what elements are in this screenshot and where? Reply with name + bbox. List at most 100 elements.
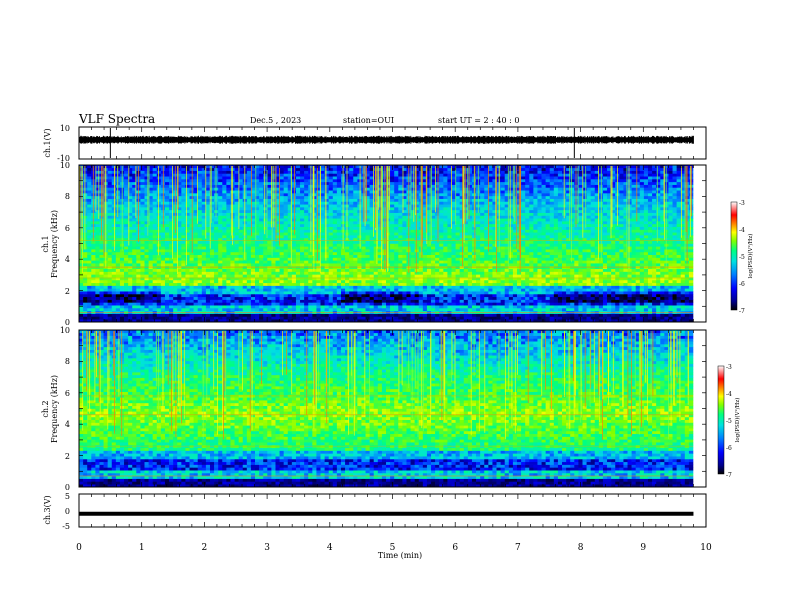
spectrogram-cell bbox=[521, 271, 526, 275]
ch1-spectrogram-panel: 0 2 4 6 8 10 ch.1 Frequency (kHz) bbox=[41, 161, 707, 327]
spectrogram-cell bbox=[267, 265, 272, 270]
spectrogram-cell bbox=[451, 313, 456, 317]
spectrogram-cell bbox=[619, 279, 624, 284]
spectrogram-cell bbox=[185, 319, 190, 323]
spectrogram-cell bbox=[222, 299, 227, 303]
spectrogram-cell bbox=[349, 291, 354, 295]
spectrogram-cell bbox=[480, 299, 485, 303]
spectrogram-cell bbox=[394, 243, 399, 247]
spectrogram-cell bbox=[672, 319, 677, 323]
spectrogram-cell bbox=[128, 249, 133, 253]
spectrogram-cell bbox=[279, 257, 284, 261]
spectrogram-cell bbox=[255, 229, 260, 233]
spectrogram-cell bbox=[566, 302, 571, 306]
spectrogram-cell bbox=[635, 299, 641, 303]
spectrogram-cell bbox=[619, 277, 624, 281]
spectrogram-cell bbox=[189, 279, 194, 284]
spectrogram-cell bbox=[426, 271, 432, 275]
spectrogram-cell bbox=[279, 307, 284, 312]
spectrogram-cell bbox=[566, 249, 571, 253]
spectrogram-cell bbox=[222, 237, 227, 241]
spectrogram-cell bbox=[488, 251, 493, 256]
spectrogram-cell bbox=[422, 263, 428, 267]
spectrogram-cell bbox=[336, 268, 342, 272]
spectrogram-cell bbox=[672, 277, 677, 281]
spectrogram-cell bbox=[398, 305, 403, 309]
spectrogram-cell bbox=[467, 316, 473, 320]
spectrogram-cell bbox=[521, 254, 526, 258]
spectrogram-cell bbox=[83, 296, 88, 300]
spectrogram-cell bbox=[234, 302, 239, 306]
spectrogram-cell bbox=[365, 232, 370, 236]
spectrogram-cell bbox=[455, 240, 460, 244]
spectrogram-cell bbox=[668, 299, 673, 303]
spectrogram-cell bbox=[570, 271, 575, 275]
spectrogram-cell bbox=[586, 240, 591, 244]
spectrogram-cell bbox=[140, 268, 145, 272]
spectrogram-cell bbox=[201, 319, 207, 323]
spectrogram-cell bbox=[345, 319, 350, 323]
spectrogram-cell bbox=[570, 251, 575, 256]
spectrogram-cell bbox=[115, 268, 121, 272]
spectrogram-cell bbox=[418, 277, 424, 281]
spectrogram-cell bbox=[562, 307, 567, 312]
spectrogram-cell bbox=[128, 307, 133, 312]
spectrogram-cell bbox=[549, 279, 555, 284]
spectrogram-cell bbox=[676, 232, 682, 236]
spectrogram-cell bbox=[668, 232, 673, 236]
spectrogram-cell bbox=[480, 240, 485, 244]
spectrogram-cell bbox=[668, 268, 673, 272]
spectrogram-cell bbox=[336, 277, 342, 281]
spectrogram-cell bbox=[602, 285, 608, 289]
spectrogram-cell bbox=[488, 307, 493, 312]
spectrogram-cell bbox=[455, 232, 460, 236]
spectrogram-cell bbox=[586, 249, 591, 253]
spectrogram-cell bbox=[87, 240, 92, 244]
spectrogram-cell bbox=[324, 243, 329, 247]
spectrogram-cell bbox=[574, 299, 579, 303]
spectrogram-cell bbox=[255, 235, 260, 239]
spectrogram-cell bbox=[238, 235, 244, 239]
spectrogram-cell bbox=[607, 307, 612, 312]
spectrogram-cell bbox=[406, 307, 411, 312]
spectrogram-cell bbox=[668, 282, 673, 286]
spectrogram-cell bbox=[647, 293, 653, 298]
spectrogram-cell bbox=[263, 319, 268, 323]
spectrogram-cell bbox=[124, 307, 129, 312]
spectrogram-cell bbox=[660, 282, 665, 286]
spectrogram-cell bbox=[349, 268, 354, 272]
spectrogram-cell bbox=[173, 316, 178, 320]
spectrogram-cell bbox=[328, 235, 334, 239]
spectrogram-cell bbox=[83, 251, 88, 256]
spectrogram-cell bbox=[668, 293, 673, 298]
spectrogram-cell bbox=[594, 319, 600, 323]
spectrogram-cell bbox=[426, 240, 432, 244]
spectrogram-cell bbox=[647, 282, 653, 286]
spectrogram-cell bbox=[156, 285, 162, 289]
spectrogram-cell bbox=[357, 237, 362, 241]
spectrogram-cell bbox=[553, 299, 559, 303]
spectrogram-cell bbox=[443, 274, 448, 278]
spectrogram-cell bbox=[230, 299, 235, 303]
spectrogram-cell bbox=[300, 232, 305, 236]
spectrogram-cell bbox=[132, 263, 137, 267]
spectrogram-cell bbox=[394, 232, 399, 236]
spectrogram-cell bbox=[676, 282, 682, 286]
spectrogram-cell bbox=[492, 232, 497, 236]
spectrogram-cell bbox=[549, 305, 555, 309]
spectrogram-cell bbox=[193, 313, 198, 317]
spectrogram-cell bbox=[635, 316, 641, 320]
spectrogram-cell bbox=[124, 296, 129, 300]
spectrogram-cell bbox=[209, 305, 215, 309]
spectrogram-cell bbox=[394, 279, 399, 284]
spectrogram-cell bbox=[373, 305, 379, 309]
spectrogram-cell bbox=[668, 260, 673, 264]
spectrogram-cell bbox=[377, 305, 383, 309]
spectrogram-cell bbox=[394, 302, 399, 306]
spectrogram-cell bbox=[488, 232, 493, 236]
spectrogram-cell bbox=[300, 285, 305, 289]
spectrogram-cell bbox=[373, 229, 379, 233]
spectrogram-cell bbox=[680, 271, 686, 275]
spectrogram-cell bbox=[156, 237, 162, 241]
spectrogram-cell bbox=[144, 265, 149, 270]
